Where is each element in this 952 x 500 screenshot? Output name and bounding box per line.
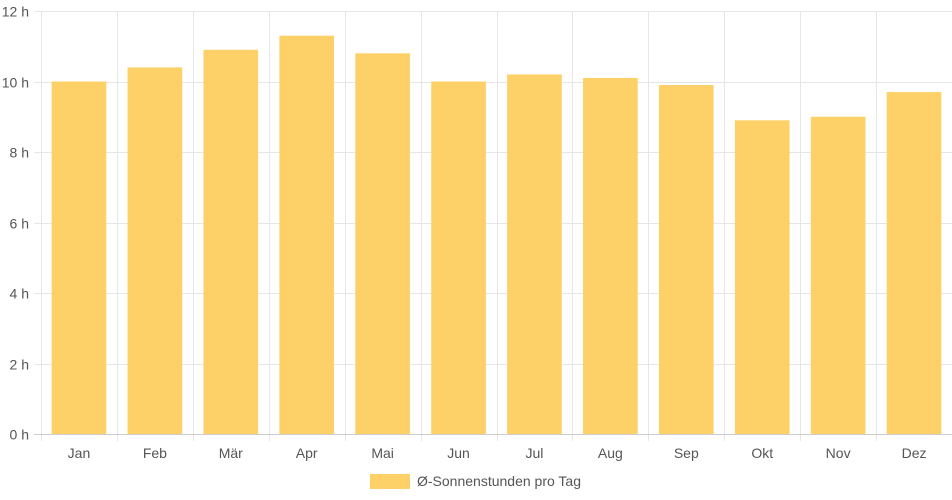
bar-jul[interactable] [507, 74, 562, 434]
x-tick-label: Okt [751, 445, 773, 461]
y-tick-label: 0 h [10, 427, 29, 443]
y-tick-label: 10 h [2, 75, 29, 91]
y-tick-label: 6 h [10, 216, 29, 232]
x-tick-label: Mär [219, 445, 243, 461]
bar-layer [51, 35, 942, 435]
axis-layer: 0 h 2 h 4 h 6 h 8 h 10 h 12 h Jan Feb Mär Apr Mai Ju… [2, 4, 952, 461]
x-tick-label: Dez [902, 445, 927, 461]
x-tick-label: Jun [447, 445, 470, 461]
x-tick-label: Aug [598, 445, 623, 461]
bar-jun[interactable] [431, 81, 486, 435]
legend-label[interactable]: Ø-Sonnenstunden pro Tag [417, 473, 581, 489]
y-tick-label: 8 h [10, 145, 29, 161]
x-tick-label: Feb [143, 445, 167, 461]
y-tick-label: 4 h [10, 286, 29, 302]
bar-nov[interactable] [810, 116, 866, 434]
bar-dez[interactable] [886, 92, 942, 434]
legend-swatch[interactable] [370, 474, 410, 489]
grid-layer [34, 11, 952, 441]
x-tick-label: Jan [68, 445, 91, 461]
bar-jan[interactable] [51, 81, 107, 435]
bar-apr[interactable] [279, 35, 335, 435]
bar-feb[interactable] [127, 67, 183, 435]
bar-sep[interactable] [658, 85, 714, 435]
y-tick-label: 2 h [10, 357, 29, 373]
bar-mär[interactable] [203, 49, 259, 435]
legend[interactable]: Ø-Sonnenstunden pro Tag [370, 473, 581, 489]
bar-okt[interactable] [734, 120, 790, 435]
x-tick-label: Sep [674, 445, 699, 461]
bar-mai[interactable] [355, 53, 410, 435]
x-tick-label: Apr [296, 445, 318, 461]
bar-aug[interactable] [583, 77, 638, 434]
x-tick-label: Mai [371, 445, 394, 461]
x-tick-label: Nov [826, 445, 851, 461]
x-tick-label: Jul [526, 445, 544, 461]
y-tick-label: 12 h [2, 4, 29, 20]
